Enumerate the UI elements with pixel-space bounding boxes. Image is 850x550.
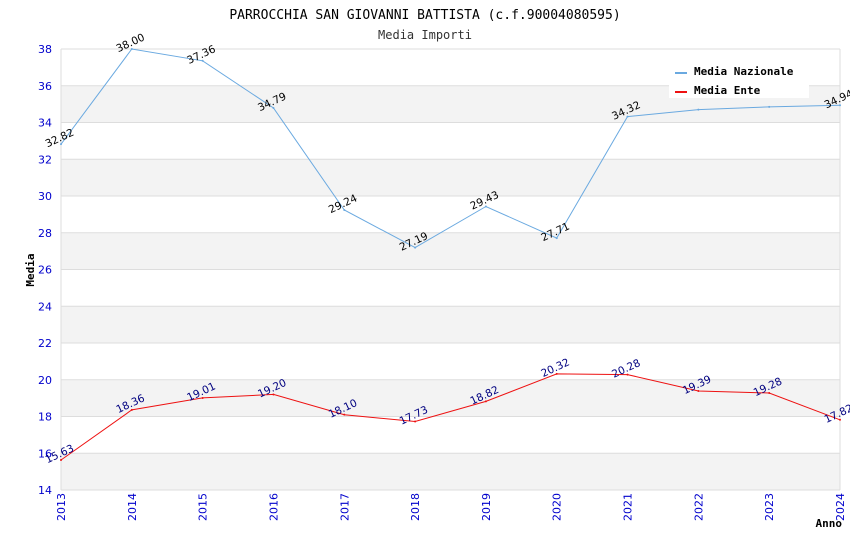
x-tick-label: 2014 [126,493,139,521]
x-tick-label: 2017 [338,493,351,521]
x-tick-labels: 2013 2014 2015 2016 2017 2018 2019 2020 2021 2022… [55,493,847,521]
x-tick-label: 2023 [763,493,776,521]
data-point [768,391,771,394]
data-point [768,105,771,108]
x-axis-label: Anno [816,517,843,530]
data-point [484,205,487,208]
data-point [201,59,204,62]
y-axis-label: Media [24,253,37,286]
y-tick-label: 16 [38,447,52,460]
plot-band [61,232,840,270]
legend-label-media-ente: Media Ente [694,84,761,97]
data-point [130,408,133,411]
y-tick-label: 28 [38,227,52,240]
data-point [60,143,62,146]
data-point [484,400,487,403]
data-point [272,393,275,396]
plot-band [61,122,840,160]
x-tick-label: 2013 [55,493,68,521]
x-tick-label: 2021 [622,493,635,521]
y-tick-label: 36 [38,80,52,93]
data-point [839,104,841,107]
x-tick-label: 2015 [197,493,210,521]
y-tick-label: 34 [38,117,52,130]
data-point [60,459,62,462]
y-tick-labels: 14 16 18 20 22 24 26 28 30 32 34 36 38 [38,43,52,497]
data-point [839,418,841,421]
data-point [697,108,700,111]
data-point [201,396,204,399]
data-point [626,373,629,376]
plot-band [61,343,840,380]
series-line-media-ente [60,373,841,461]
plot-band [61,379,840,417]
legend-box [669,60,809,98]
x-tick-label: 2016 [267,493,280,521]
y-tick-label: 14 [38,484,52,497]
data-point [626,115,629,118]
y-gridlines [60,48,841,491]
data-point [697,389,700,392]
data-point [130,48,133,50]
data-point [414,246,417,249]
y-tick-label: 38 [38,43,52,56]
series-lines [60,48,841,462]
x-tick-label: 2019 [480,493,493,521]
y-tick-label: 22 [38,337,52,350]
y-tick-label: 18 [38,411,52,424]
y-tick-label: 32 [38,153,52,166]
y-tick-label: 20 [38,374,52,387]
data-point [272,106,275,109]
x-tick-label: 2024 [834,493,847,521]
chart-subtitle: Media Importi [378,28,472,42]
plot-band [61,453,840,490]
x-tick-label: 2018 [409,493,422,521]
plot-band [61,416,840,454]
data-point [414,420,417,423]
data-point [343,413,346,416]
plot-band [61,159,840,196]
legend: Media Nazionale Media Ente [669,60,809,98]
x-tick-label: 2022 [692,493,705,521]
y-tick-label: 24 [38,300,52,313]
legend-label-media-nazionale: Media Nazionale [694,65,794,78]
chart-title: PARROCCHIA SAN GIOVANNI BATTISTA (c.f.90… [229,8,620,23]
y-tick-label: 26 [38,264,52,277]
series-line-media-nazionale [60,48,841,249]
plot-band [61,269,840,307]
data-point [343,208,346,211]
data-point [555,372,558,375]
data-point [555,237,558,240]
plot-band [61,306,840,343]
x-tick-label: 2020 [551,493,564,521]
y-tick-label: 30 [38,190,52,203]
